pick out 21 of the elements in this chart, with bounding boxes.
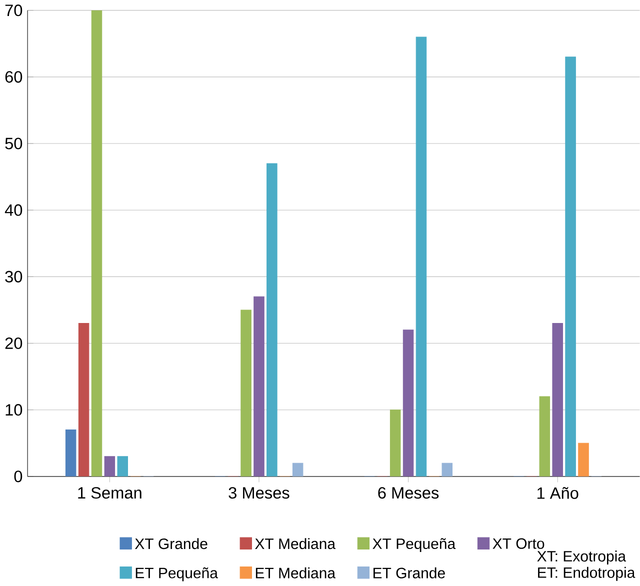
y-tick-label: 70 (5, 4, 22, 16)
y-tick-label: 30 (5, 271, 22, 283)
text: ET: Endotropia (538, 567, 636, 582)
x-tick-label: 1 Seman (78, 487, 142, 499)
y-tick-label: 20 (5, 338, 22, 350)
x-tick-label: 1 Año (537, 487, 578, 500)
y-tick-label: 40 (4, 204, 22, 216)
legend-label: XT Grande (134, 538, 208, 550)
legend-label: XT Pequeña (372, 538, 456, 552)
legend-label: XT Mediana (255, 538, 336, 550)
legend-label: ET Pequeña (136, 568, 218, 582)
x-tick-label: 3 Meses (228, 487, 290, 499)
x-tick-label: 6 Meses (378, 487, 439, 499)
y-tick-label: 0 (14, 470, 22, 482)
legend-label: ET Grande (374, 567, 445, 578)
legend-label: ET Mediana (256, 567, 336, 578)
y-tick-label: 50 (5, 138, 22, 150)
y-tick-label: 60 (5, 71, 22, 83)
y-tick-label: 10 (6, 404, 22, 416)
text: XT: Exotropia (537, 550, 626, 565)
legend-label: XT Orto (492, 538, 544, 550)
